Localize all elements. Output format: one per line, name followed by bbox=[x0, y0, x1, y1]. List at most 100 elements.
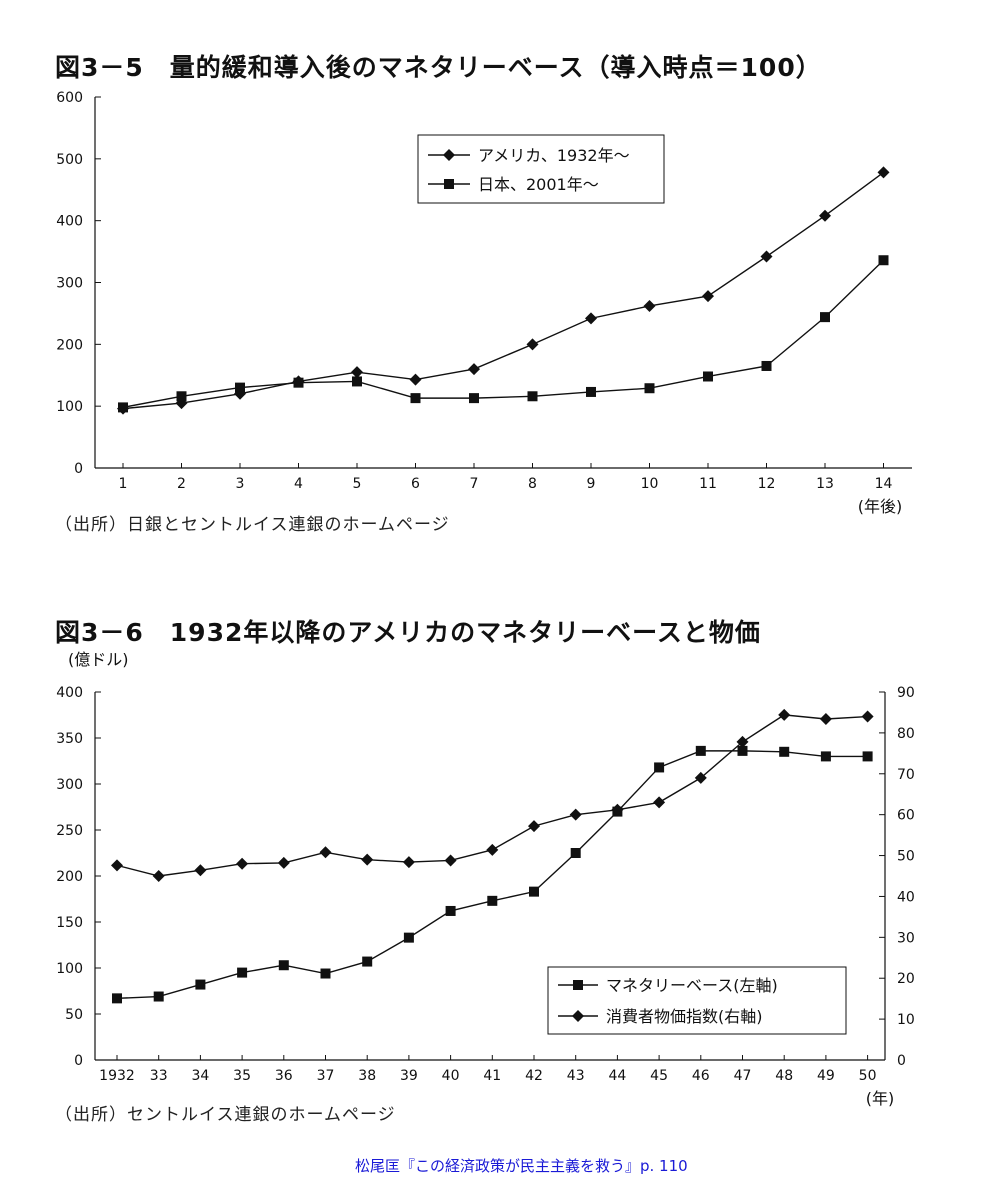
chart2-legend: マネタリーベース(左軸) 消費者物価指数(右軸) bbox=[547, 966, 847, 1035]
chart1-y-tick-label: 500 bbox=[56, 152, 83, 168]
chart1-series-1-line bbox=[122, 259, 884, 409]
chart1-x-tick-label: 6 bbox=[411, 476, 420, 492]
chart2-right-tick-label: 30 bbox=[897, 930, 915, 946]
chart1-series-1-point bbox=[878, 255, 889, 266]
chart2-legend-label-0: マネタリーベース(左軸) bbox=[606, 976, 778, 995]
chart2-series-1-point bbox=[319, 846, 332, 859]
chart2-series-0-point bbox=[153, 991, 164, 1002]
chart1-series-1-point bbox=[352, 376, 362, 387]
chart2-x-tick-label: 46 bbox=[692, 1068, 710, 1084]
chart2-series-0-point bbox=[195, 979, 206, 990]
chart2-left-tick-label: 350 bbox=[56, 731, 83, 747]
chart2-series-0-point bbox=[445, 905, 456, 916]
chart2-legend-box bbox=[547, 966, 847, 1035]
chart1-legend-box bbox=[417, 134, 665, 204]
chart1-title: 図3－5 量的緩和導入後のマネタリーベース（導入時点＝100） bbox=[55, 53, 822, 82]
citation: 松尾匡『この経済政策が民主主義を救う』p. 110 bbox=[355, 1157, 688, 1175]
chart1-x-tick-label: 7 bbox=[470, 476, 479, 492]
chart1-x-unit: (年後) bbox=[858, 497, 903, 516]
chart2-x-tick-label: 49 bbox=[817, 1068, 835, 1084]
chart1-series-1-point bbox=[293, 377, 304, 388]
chart1-y-tick-label: 200 bbox=[56, 337, 83, 353]
chart1-series-1-point bbox=[820, 312, 830, 323]
chart2-right-tick-label: 20 bbox=[897, 971, 915, 987]
chart2-right-tick-label: 0 bbox=[897, 1053, 906, 1069]
chart1-legend-label-1: 日本、2001年～ bbox=[478, 175, 599, 194]
chart2-x-tick-label: 48 bbox=[775, 1068, 793, 1084]
chart1-y-tick-label: 0 bbox=[74, 461, 83, 477]
chart1-series-0-point bbox=[702, 290, 714, 303]
chart2-series-1-point bbox=[194, 864, 207, 877]
chart2-series-0-point bbox=[737, 745, 748, 756]
chart1-legend-label-0: アメリカ、1932年～ bbox=[478, 146, 630, 165]
chart1-series-0-line bbox=[122, 171, 884, 410]
chart2-x-tick-label: 43 bbox=[567, 1068, 585, 1084]
chart2-right-tick-label: 10 bbox=[897, 1012, 915, 1028]
chart2-legend-marker-1 bbox=[572, 1010, 584, 1022]
chart1-series-1-point bbox=[235, 382, 245, 393]
chart1-y-tick-label: 100 bbox=[56, 399, 83, 415]
chart2-series-1-point bbox=[402, 856, 415, 869]
chart2-right-tick-label: 80 bbox=[897, 726, 915, 742]
chart2-title: 図3－6 1932年以降のアメリカのマネタリーベースと物価 bbox=[55, 618, 761, 647]
chart1-legend-marker-1 bbox=[444, 179, 454, 189]
chart2-x-tick-label: 36 bbox=[275, 1068, 293, 1084]
chart2-right-tick-label: 90 bbox=[897, 685, 915, 701]
chart1-series-0-point bbox=[643, 299, 656, 312]
chart1-x-tick-label: 3 bbox=[236, 476, 245, 492]
chart2-right-tick-label: 60 bbox=[897, 808, 915, 824]
chart2-svg: (億ドル) 0 50 100 150 200 250 300 350 400 0 10 20 30 40 50… bbox=[56, 650, 915, 1108]
chart2-left-tick-label: 150 bbox=[56, 915, 83, 931]
chart2-series-1-point bbox=[861, 710, 874, 723]
chart2-series-1-point bbox=[277, 856, 290, 869]
chart1-series-0-point bbox=[819, 209, 831, 222]
chart1-series-1-point bbox=[527, 391, 538, 402]
chart2-series-1-point bbox=[152, 870, 165, 882]
chart1-series-0-point bbox=[877, 166, 890, 179]
chart2-left-tick-label: 0 bbox=[74, 1053, 83, 1069]
chart2-series-1-point bbox=[778, 708, 791, 721]
chart2-series-0-point bbox=[695, 745, 706, 756]
chart2-x-tick-label: 35 bbox=[233, 1068, 251, 1084]
chart2-series-0-point bbox=[362, 956, 373, 967]
chart1-source: （出所）日銀とセントルイス連銀のホームページ bbox=[55, 515, 450, 535]
chart1-y-tick-label: 600 bbox=[56, 90, 83, 106]
chart1-x-tick-label: 12 bbox=[758, 476, 776, 492]
chart1-x-tick-label: 2 bbox=[177, 476, 186, 492]
chart1-series-0-point bbox=[409, 373, 422, 386]
chart2-series-1-point bbox=[736, 735, 749, 748]
chart2-source: （出所）セントルイス連銀のホームページ bbox=[55, 1105, 396, 1125]
chart1-y-tick-label: 300 bbox=[56, 276, 83, 292]
chart1-series-1-point bbox=[703, 371, 713, 382]
chart2-right-tick-label: 50 bbox=[897, 849, 915, 865]
chart2-x-tick-label: 39 bbox=[400, 1068, 418, 1084]
chart2-x-tick-label: 40 bbox=[442, 1068, 460, 1084]
chart2-series-1-point bbox=[569, 808, 582, 821]
chart1-series-1-point bbox=[469, 393, 479, 404]
chart1-legend: アメリカ、1932年～ 日本、2001年～ bbox=[417, 134, 665, 204]
chart2-series-0-point bbox=[403, 932, 414, 943]
chart1-series-1-point bbox=[118, 402, 128, 413]
chart2-series-1-point bbox=[653, 796, 666, 809]
chart2-series-0-point bbox=[654, 762, 665, 773]
chart2-series-0-point bbox=[320, 968, 331, 979]
chart2-left-tick-label: 50 bbox=[65, 1007, 83, 1023]
chart1-y-tick-label: 400 bbox=[56, 214, 83, 230]
chart2-series-0-point bbox=[862, 751, 873, 762]
chart1-series-0-point bbox=[526, 338, 539, 351]
chart2-left-tick-label: 300 bbox=[56, 777, 83, 793]
chart2-series-1-point bbox=[111, 859, 123, 872]
chart2-x-tick-label: 44 bbox=[608, 1068, 626, 1084]
chart1-series-1-point bbox=[176, 391, 187, 402]
chart2-x-unit: (年) bbox=[866, 1089, 895, 1108]
chart1-x-tick-label: 8 bbox=[528, 476, 537, 492]
chart1-x-tick-label: 13 bbox=[816, 476, 834, 492]
chart2-x-tick-label: 50 bbox=[859, 1068, 877, 1084]
chart1-x-tick-label: 10 bbox=[641, 476, 659, 492]
chart2-x-tick-label: 33 bbox=[150, 1068, 168, 1084]
chart2-series-0-point bbox=[570, 848, 581, 858]
chart2-right-tick-label: 70 bbox=[897, 767, 915, 783]
chart2-series-0-point bbox=[278, 960, 289, 971]
chart2-left-tick-label: 400 bbox=[56, 685, 83, 701]
